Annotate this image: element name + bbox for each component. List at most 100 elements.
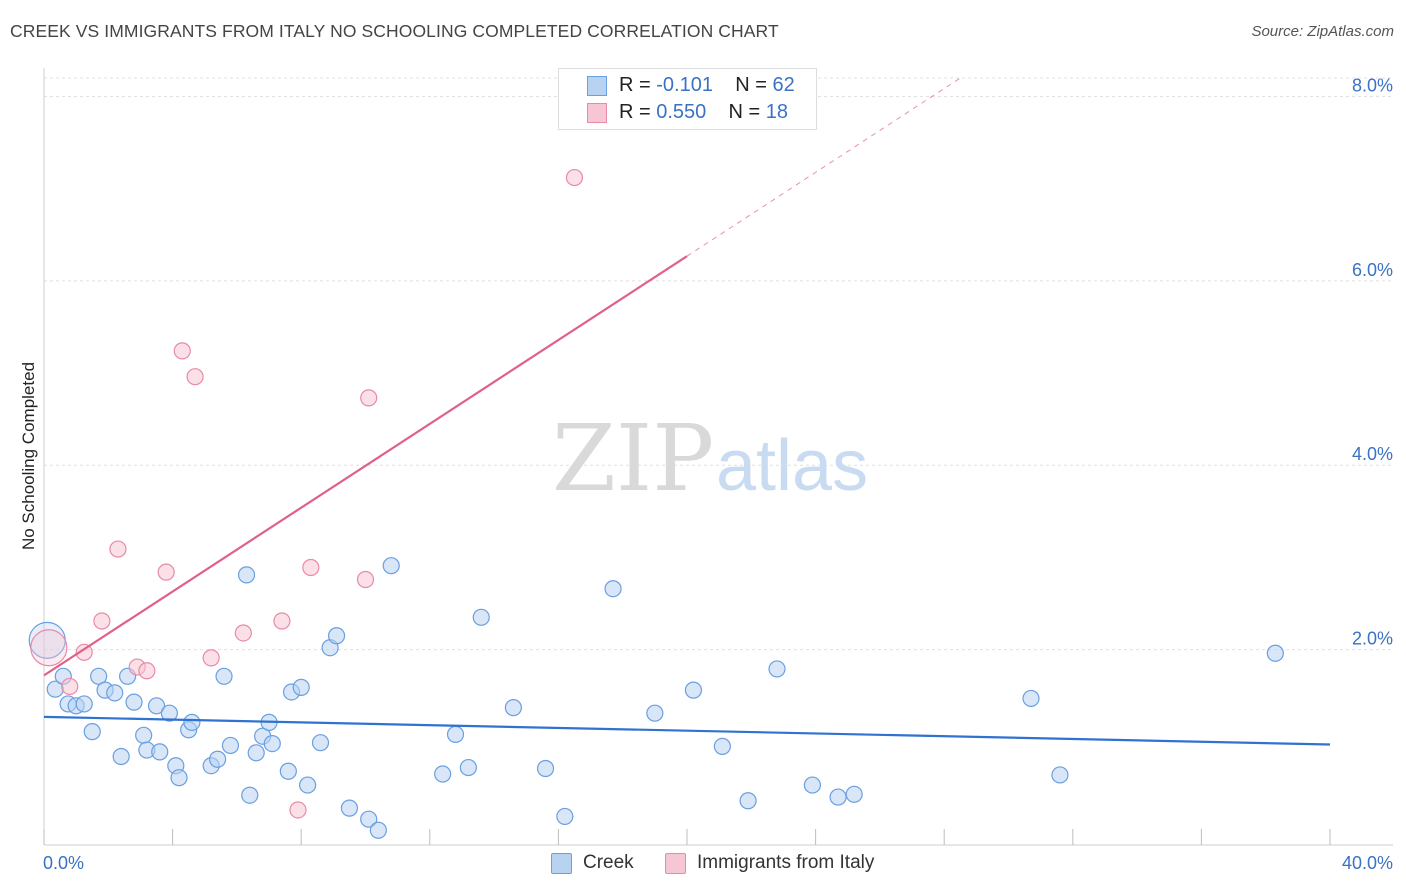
trend-layer — [43, 77, 1331, 746]
creek-point — [170, 769, 188, 787]
italy-point — [109, 540, 127, 558]
creek-point — [160, 704, 178, 722]
italy-trend-line-extension — [686, 77, 961, 257]
creek-point — [112, 747, 130, 766]
y-tick-label: 8.0% — [1352, 75, 1393, 95]
creek-point — [382, 557, 400, 575]
creek-point — [247, 744, 265, 762]
watermark-zip: ZIP — [552, 405, 714, 512]
creek-point — [556, 807, 574, 826]
creek-point — [536, 759, 555, 778]
creek-point — [327, 627, 346, 645]
creek-point — [803, 776, 821, 794]
italy-r-label: R = — [619, 101, 651, 123]
creek-point — [237, 566, 256, 584]
italy-point — [93, 612, 111, 630]
italy-point — [173, 342, 191, 360]
creek-point — [125, 693, 143, 711]
italy-point — [234, 624, 252, 642]
creek-point — [147, 697, 166, 715]
grid-layer — [44, 77, 1393, 651]
y-axis-label: No Schooling Completed — [19, 362, 38, 550]
italy-swatch — [587, 103, 607, 123]
creek-point — [1051, 766, 1069, 784]
creek-point — [340, 799, 359, 817]
creek-point — [75, 695, 93, 713]
creek-n-label: N = — [735, 74, 767, 96]
italy-point — [302, 558, 320, 577]
creek-point — [829, 788, 847, 806]
creek-point — [504, 699, 522, 717]
italy-point — [157, 563, 175, 581]
x-tick-label-max: 40.0% — [1342, 853, 1393, 873]
creek-point — [106, 684, 124, 702]
y-tick-label: 6.0% — [1352, 260, 1393, 280]
creek-point — [299, 776, 317, 794]
creek-point — [83, 723, 101, 741]
creek-point — [221, 736, 240, 755]
creek-point — [684, 681, 703, 699]
creek-legend-label: Creek — [583, 852, 634, 873]
creek-point — [279, 762, 297, 780]
x-tick-label-min: 0.0% — [43, 853, 84, 873]
italy-point — [75, 643, 93, 661]
creek-point — [459, 758, 477, 777]
italy-point — [186, 368, 204, 386]
italy-n-value: 18 — [765, 101, 789, 123]
italy-point — [356, 570, 375, 589]
creek-point — [241, 786, 259, 804]
creek-point — [215, 667, 233, 685]
source-label: Source: ZipAtlas.com — [1251, 23, 1394, 40]
creek-point — [90, 667, 108, 685]
italy-trend-line — [43, 255, 688, 677]
creek-point — [434, 765, 452, 783]
creek-point — [263, 734, 281, 753]
watermark-atlas: atlas — [716, 426, 868, 506]
watermark: ZIP atlas — [552, 405, 868, 512]
creek-point — [446, 725, 465, 743]
creek-point — [713, 737, 731, 755]
italy-legend-label: Immigrants from Italy — [697, 852, 875, 873]
creek-point — [472, 608, 490, 626]
italy-point — [565, 168, 584, 187]
creek-point — [739, 792, 757, 810]
chart-title: CREEK VS IMMIGRANTS FROM ITALY NO SCHOOL… — [10, 21, 779, 41]
italy-point — [61, 677, 79, 696]
creek-swatch — [587, 76, 607, 96]
bottom-legend: Creek Immigrants from Italy — [0, 852, 1406, 878]
labels-layer: No Schooling Completed 0.0% 40.0% 2.0% 4.… — [19, 75, 1393, 873]
creek-point — [151, 743, 169, 761]
creek-point — [311, 734, 330, 752]
italy-point — [289, 801, 307, 819]
creek-point — [135, 726, 153, 744]
italy-r-value: 0.550 — [656, 101, 707, 123]
stats-legend: R = -0.101 N = 62 R = 0.550 N = 18 — [558, 68, 817, 130]
creek-r-value: -0.101 — [656, 74, 713, 96]
creek-point — [292, 678, 310, 696]
italy-point — [202, 649, 220, 667]
italy-point — [273, 612, 291, 630]
italy-point — [30, 629, 68, 667]
creek-point — [1022, 689, 1040, 708]
creek-point — [360, 810, 378, 828]
y-tick-label: 2.0% — [1352, 629, 1393, 649]
points-layer — [28, 168, 1284, 839]
italy-point — [360, 389, 378, 407]
creek-point — [209, 750, 227, 768]
italy-point — [138, 662, 156, 680]
creek-n-value: 62 — [772, 74, 795, 96]
creek-point — [1266, 644, 1284, 662]
y-tick-label: 4.0% — [1352, 444, 1393, 464]
creek-point — [604, 580, 622, 598]
creek-point — [183, 713, 201, 731]
creek-trend-line — [43, 715, 1331, 746]
creek-point — [845, 785, 863, 803]
creek-legend-swatch — [551, 853, 572, 874]
creek-point — [369, 821, 387, 839]
creek-point — [768, 660, 786, 678]
italy-legend-swatch — [665, 853, 686, 874]
axis-layer — [43, 68, 1393, 846]
creek-point — [646, 704, 664, 722]
creek-r-label: R = — [619, 74, 651, 96]
